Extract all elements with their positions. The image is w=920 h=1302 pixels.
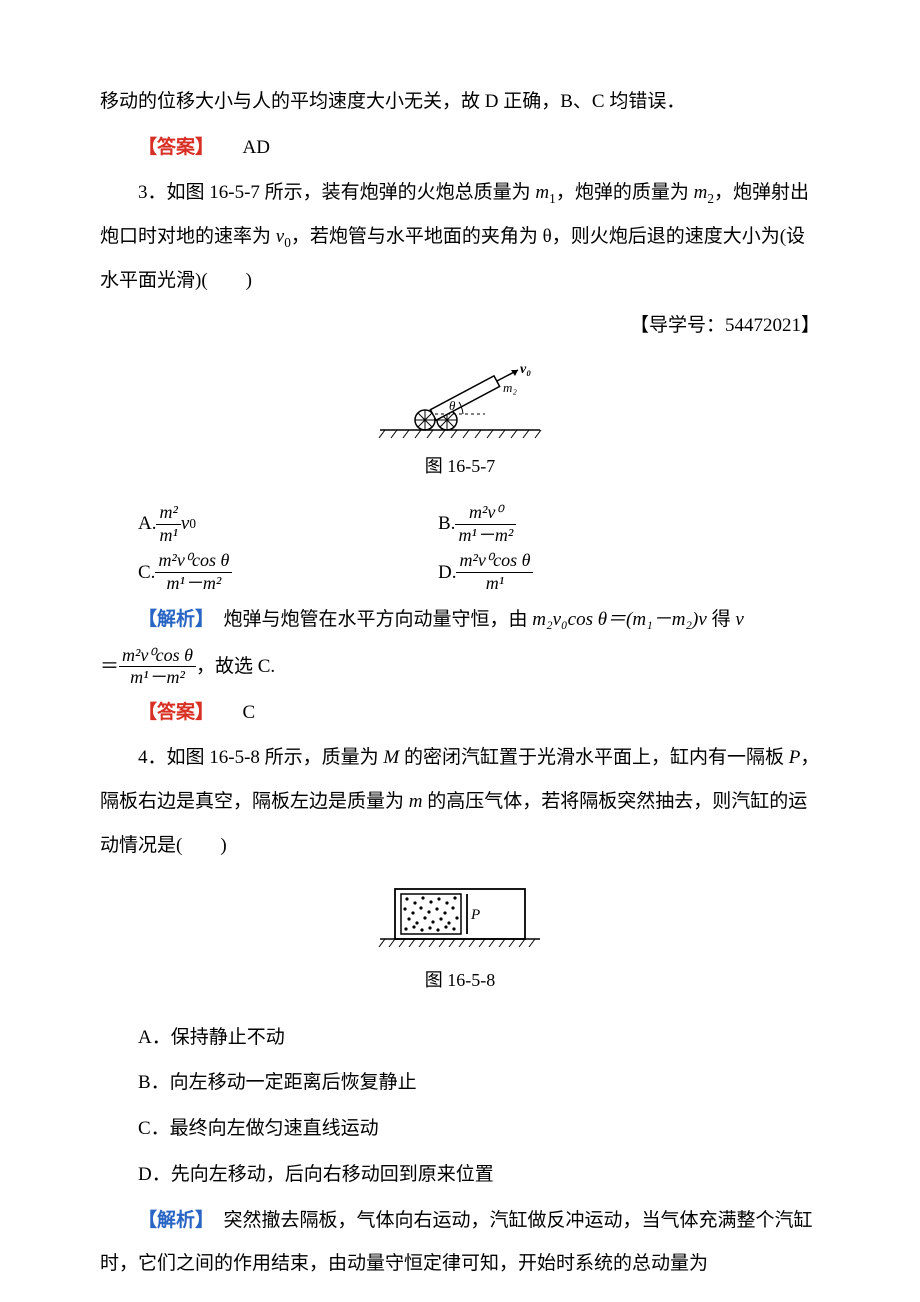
q3-option-d: D.m²v⁰cos θm¹ [438,550,738,594]
q3-num: 3． [138,182,167,203]
q3-an-eqs: ＝ [100,645,119,689]
opt-a-den: m¹ [156,525,180,546]
q3-t1: 如图 16-5-7 所示，装有炮弹的火炮总质量为 [167,182,536,203]
opt-d-num: m²v⁰cos θ [456,551,533,573]
opt-c-den: m¹－m² [155,573,232,594]
answer-2: 【答案】 AD [100,126,820,170]
q4-option-c: C．最终向左做匀速直线运动 [100,1107,820,1151]
q3-an-num: m²v⁰cos θ [119,646,196,668]
q3-v0: v [276,226,284,247]
answer-value-3: C [243,702,256,723]
opt-c-letter: C. [138,551,155,595]
figure-16-5-8-caption: 图 16-5-8 [100,960,820,1001]
svg-text:m₂: m₂ [503,380,517,395]
svg-text:θ: θ [449,398,456,413]
opt-d-letter: D. [438,551,456,595]
q3-analysis-line1: 【解析】 炮弹与炮管在水平方向动量守恒，由 m₂v₀cos θ＝(m₁－m₂)v… [100,598,820,642]
answer-value: AD [243,137,270,158]
continuation-line: 移动的位移大小与人的平均速度大小无关，故 D 正确，B、C 均错误． [100,80,820,124]
q3-m2-sub: 2 [707,191,714,206]
figure-16-5-7: θ v₀ m₂ 图 16-5-7 [100,362,820,487]
opt-a-num: m² [156,503,180,525]
opt-a-letter: A. [138,502,156,546]
q4-t2: 的密闭汽缸置于光滑水平面上，缸内有一隔板 [399,747,789,768]
q3-stem: 3．如图 16-5-7 所示，装有炮弹的火炮总质量为 m1，炮弹的质量为 m2，… [100,171,820,302]
q3-an-den: m¹－m² [119,667,196,688]
q4-stem: 4．如图 16-5-8 所示，质量为 M 的密闭汽缸置于光滑水平面上，缸内有一隔… [100,736,820,867]
q4-an-text: 突然撤去隔板，气体向右运动，汽缸做反冲运动，当气体充满整个汽缸时，它们之间的作用… [100,1210,813,1275]
guide-number: 【导学号：54472021】 [100,304,820,348]
q3-v0-sub: 0 [284,235,291,250]
q3-m1: m [535,182,549,203]
q3-option-c: C.m²v⁰cos θm¹－m² [138,550,438,594]
q3-option-b: B.m²v⁰m¹－m² [438,502,738,546]
q4-option-a: A．保持静止不动 [100,1016,820,1060]
answer-label-3: 【答案】 [138,702,214,723]
q3-an-eq: m₂v₀cos θ＝(m₁－m₂)v [532,609,707,630]
opt-a-tail: v [181,502,189,546]
q3-m2: m [694,182,708,203]
q3-an-t1: 炮弹与炮管在水平方向动量守恒，由 [205,609,533,630]
opt-b-num: m²v⁰ [455,503,516,525]
answer-3: 【答案】 C [100,691,820,735]
analysis-label: 【解析】 [138,609,205,630]
q4-analysis: 【解析】 突然撤去隔板，气体向右运动，汽缸做反冲运动，当气体充满整个汽缸时，它们… [100,1199,820,1286]
q4-P: P [789,747,801,768]
opt-d-den: m¹ [456,573,533,594]
answer-label: 【答案】 [138,137,214,158]
q3-m1-sub: 1 [549,191,556,206]
q4-t1: 如图 16-5-8 所示，质量为 [167,747,384,768]
figure-16-5-7-caption: 图 16-5-7 [100,446,820,487]
q3-analysis-line2: ＝m²v⁰cos θm¹－m²，故选 C. [100,644,820,688]
q4-option-d: D．先向左移动，后向右移动回到原来位置 [100,1153,820,1197]
figure-16-5-8: P 图 16-5-8 [100,881,820,1001]
opt-b-den: m¹－m² [455,525,516,546]
q3-options-cd: C.m²v⁰cos θm¹－m² D.m²v⁰cos θm¹ [138,550,820,594]
opt-a-tailsub: 0 [189,509,196,540]
svg-text:v₀: v₀ [520,362,531,377]
opt-b-letter: B. [438,502,455,546]
opt-c-num: m²v⁰cos θ [155,551,232,573]
q4-num: 4． [138,747,167,768]
q4-M: M [383,747,399,768]
q3-an-v: v [735,609,743,630]
q3-an-t2: 得 [707,609,736,630]
svg-text:P: P [470,907,480,923]
q3-an-t3: ，故选 C. [196,645,275,689]
q3-option-a: A.m²m¹v0 [138,502,438,546]
q3-t2: ，炮弹的质量为 [556,182,694,203]
analysis-label-4: 【解析】 [138,1210,205,1231]
q3-options-ab: A.m²m¹v0 B.m²v⁰m¹－m² [138,502,820,546]
q4-option-b: B．向左移动一定距离后恢复静止 [100,1061,820,1105]
q4-m: m [409,791,423,812]
